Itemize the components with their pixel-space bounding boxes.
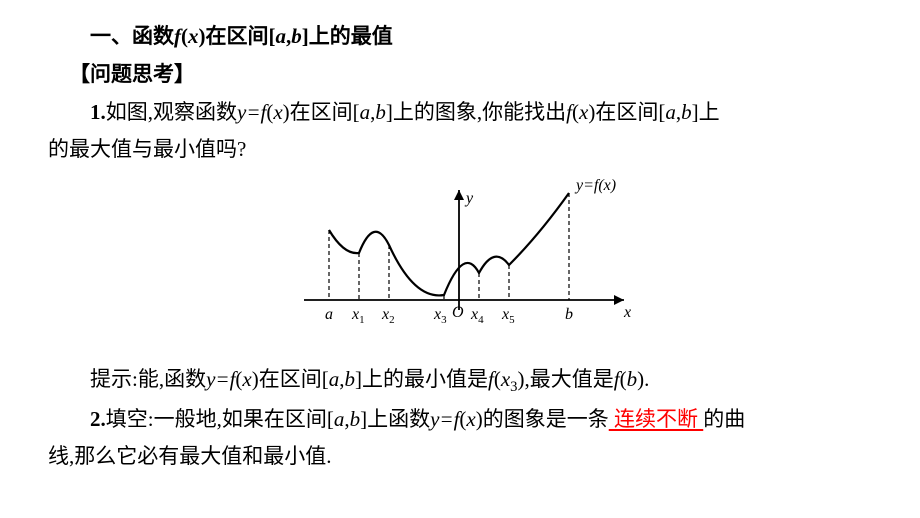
q1-line2: 的最大值与最小值吗? xyxy=(48,131,880,169)
hint-po2: ( xyxy=(494,367,501,391)
q1-a: a xyxy=(360,100,371,124)
q2-b: b xyxy=(350,407,361,431)
hint-mid: 在区间[ xyxy=(259,367,329,391)
heading-mid: 在区间[ xyxy=(206,24,276,48)
q2-a: a xyxy=(334,407,345,431)
graph-label-x4: x4 xyxy=(470,306,484,326)
graph-container: y=f(x) y O x a x1 x2 x3 x4 x5 b xyxy=(48,175,880,353)
q2-line1: 2.填空:一般地,如果在区间[a,b]上函数y=f(x)的图象是一条 连续不断 … xyxy=(48,401,880,439)
heading-close: ]上的最值 xyxy=(302,24,393,48)
graph-label-O: O xyxy=(452,304,464,321)
q1-po2: ( xyxy=(572,100,579,124)
q1-pc: ) xyxy=(283,100,290,124)
heading-a: a xyxy=(276,24,287,48)
q1-t1: 如图,观察函数 xyxy=(106,100,237,124)
hint-x3sub: 3 xyxy=(510,379,517,395)
graph-label-b: b xyxy=(565,306,573,323)
q1-num: 1. xyxy=(90,100,106,124)
hint-line: 提示:能,函数y=f(x)在区间[a,b]上的最小值是f(x3),最大值是f(b… xyxy=(48,361,880,401)
graph-label-x2: x2 xyxy=(381,306,395,326)
q1-t3: ]上的图象,你能找出 xyxy=(386,100,566,124)
hint-x3: x xyxy=(501,367,510,391)
q2-t4: 的曲 xyxy=(703,407,745,431)
heading-b: b xyxy=(291,24,302,48)
q1-x2: x xyxy=(579,100,588,124)
heading-fxvar: x xyxy=(188,24,199,48)
hint-yfx: y=f xyxy=(206,367,235,391)
hint-pc: ) xyxy=(252,367,259,391)
q1-x: x xyxy=(273,100,282,124)
graph-label-x3: x3 xyxy=(433,306,447,326)
hint-po3: ( xyxy=(620,367,627,391)
hint-x: x xyxy=(242,367,251,391)
q2-pc: ) xyxy=(476,407,483,431)
q1-b2: b xyxy=(681,100,692,124)
hint-b: b xyxy=(345,367,356,391)
heading-pre: 函数 xyxy=(132,24,174,48)
graph-label-y: y xyxy=(464,190,474,207)
sikao-label: 【问题思考】 xyxy=(48,56,880,94)
heading-po: ( xyxy=(181,24,188,48)
q1-line1: 1.如图,观察函数y=f(x)在区间[a,b]上的图象,你能找出f(x)在区间[… xyxy=(48,94,880,132)
hint-a: a xyxy=(329,367,340,391)
q2-line2: 线,那么它必有最大值和最小值. xyxy=(48,438,880,476)
q1-a2: a xyxy=(665,100,676,124)
q1-b: b xyxy=(375,100,386,124)
q2-t1: 填空:一般地,如果在区间[ xyxy=(106,407,334,431)
q2-blank: 连续不断 xyxy=(609,407,704,431)
graph-label-yfx: y=f(x) xyxy=(574,177,616,194)
q2-num: 2. xyxy=(90,407,106,431)
q2-t3: 的图象是一条 xyxy=(483,407,609,431)
hint-pc2: ) xyxy=(518,367,525,391)
section-heading: 一、函数f(x)在区间[a,b]上的最值 xyxy=(48,18,880,56)
graph-label-xaxis: x xyxy=(623,304,631,321)
q2-x: x xyxy=(466,407,475,431)
q1-t5: ]上 xyxy=(692,100,720,124)
heading-numeral: 一、 xyxy=(90,24,132,48)
graph-label-x5: x5 xyxy=(501,306,515,326)
hint-pc3: ). xyxy=(637,367,649,391)
graph-label-x1: x1 xyxy=(351,306,365,326)
q1-t4: 在区间[ xyxy=(595,100,665,124)
q2-yfx: y=f xyxy=(430,407,459,431)
hint-t2: ]上的最小值是 xyxy=(355,367,488,391)
q1-yfx: y=f xyxy=(237,100,266,124)
function-graph: y=f(x) y O x a x1 x2 x3 x4 x5 b xyxy=(284,175,644,340)
graph-label-a: a xyxy=(325,306,333,323)
heading-fx: f xyxy=(174,24,181,48)
heading-pc: ) xyxy=(199,24,206,48)
q1-t2: 在区间[ xyxy=(290,100,360,124)
hint-pre: 提示:能,函数 xyxy=(90,367,206,391)
hint-t3: ,最大值是 xyxy=(525,367,614,391)
hint-bb: b xyxy=(627,367,638,391)
q2-t2: ]上函数 xyxy=(360,407,430,431)
